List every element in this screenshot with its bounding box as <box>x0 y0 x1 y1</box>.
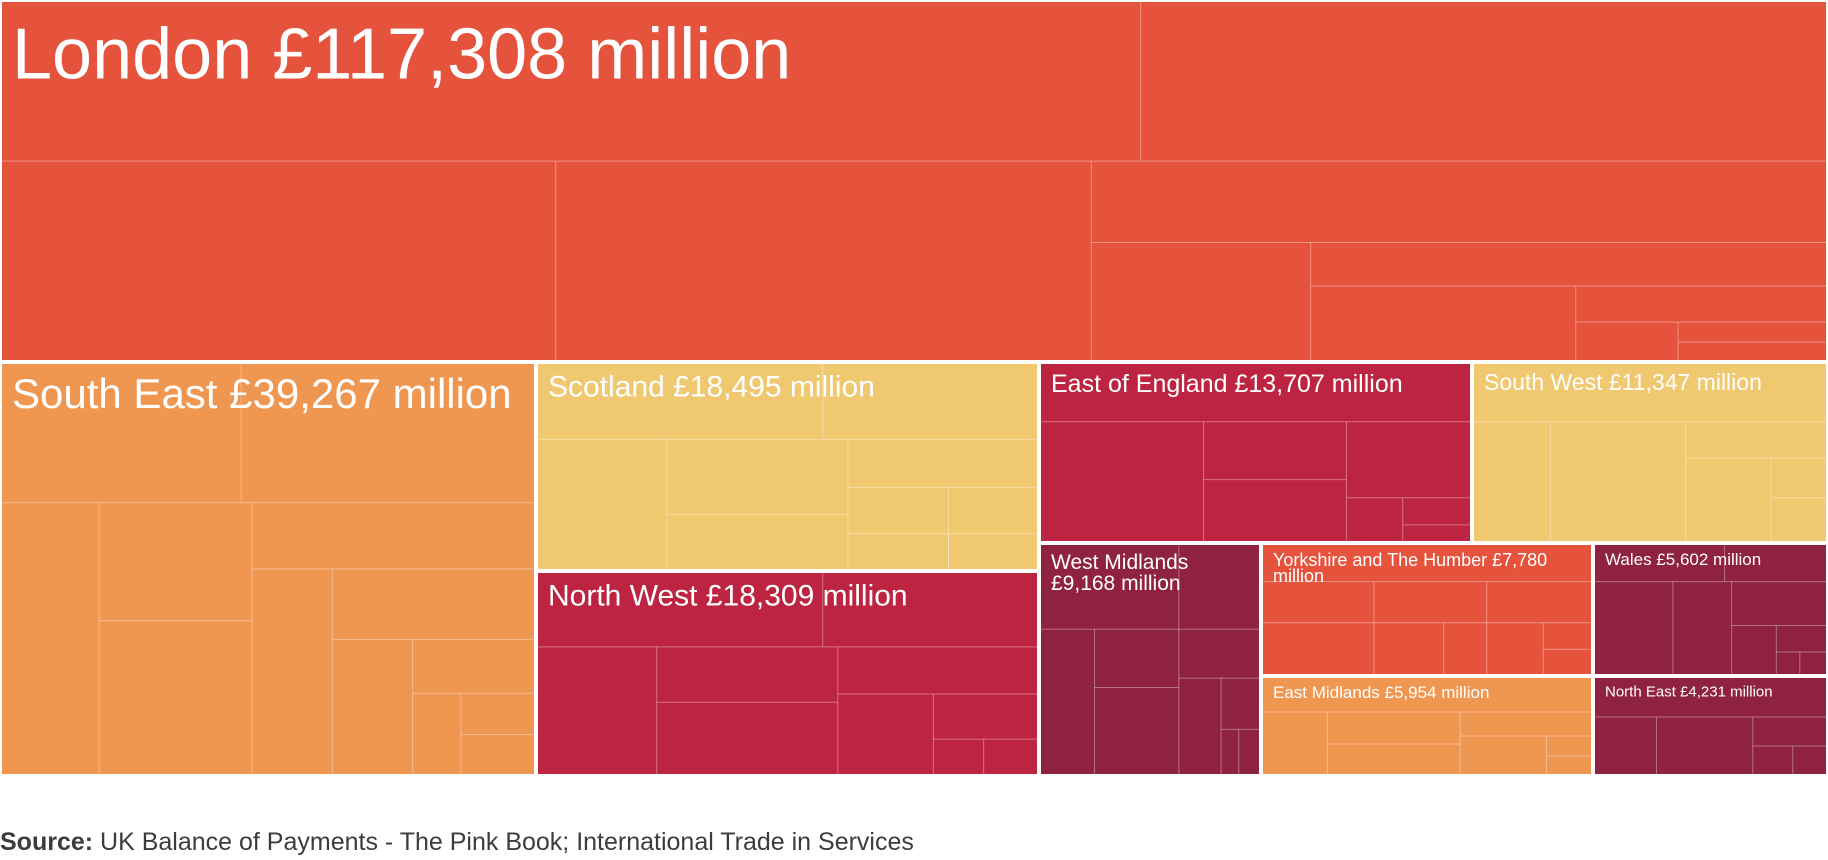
region-label-london: London £117,308 million <box>12 14 791 94</box>
region-rect-east-midlands[interactable] <box>1259 674 1595 778</box>
region-label-north-west: North West £18,309 million <box>548 580 908 613</box>
region-label-scotland: Scotland £18,495 million <box>548 371 875 404</box>
region-south-west[interactable]: South West £11,347 million <box>1470 360 1828 545</box>
region-label-east-of-england: East of England £13,707 million <box>1051 370 1403 398</box>
region-label-north-east: North East £4,231 million <box>1605 683 1773 700</box>
region-east-of-england[interactable]: East of England £13,707 million <box>1037 360 1474 545</box>
region-label-south-east: South East £39,267 million <box>12 370 512 417</box>
region-label-east-midlands: East Midlands £5,954 million <box>1273 683 1489 702</box>
source-note: Source: UK Balance of Payments - The Pin… <box>0 828 914 857</box>
region-south-east[interactable]: South East £39,267 million <box>0 360 538 778</box>
region-london[interactable]: London £117,308 million <box>0 0 1828 364</box>
source-text: UK Balance of Payments - The Pink Book; … <box>93 828 914 856</box>
treemap-chart: London £117,308 million South East £39,26… <box>0 0 1828 778</box>
region-rect-east-of-england[interactable] <box>1037 360 1474 545</box>
region-wales[interactable]: Wales £5,602 million <box>1591 541 1828 678</box>
region-label-west-midlands: West Midlands £9,168 million <box>1051 551 1188 595</box>
region-rect-yorkshire-and-the-humber[interactable] <box>1259 541 1595 678</box>
region-label-wales: Wales £5,602 million <box>1605 550 1761 569</box>
region-yorkshire-and-the-humber[interactable]: Yorkshire and The Humber £7,780 million <box>1259 541 1595 678</box>
region-north-east[interactable]: North East £4,231 million <box>1591 674 1828 778</box>
region-north-west[interactable]: North West £18,309 million <box>534 569 1041 778</box>
region-rect-west-midlands[interactable] <box>1037 541 1263 778</box>
region-rect-north-west[interactable] <box>534 569 1041 778</box>
region-label-yorkshire-and-the-humber: Yorkshire and The Humber £7,780 million <box>1273 550 1547 586</box>
region-west-midlands[interactable]: West Midlands £9,168 million <box>1037 541 1263 778</box>
source-label: Source: <box>0 828 94 856</box>
region-east-midlands[interactable]: East Midlands £5,954 million <box>1259 674 1595 778</box>
region-rect-south-west[interactable] <box>1470 360 1828 545</box>
region-rect-scotland[interactable] <box>534 360 1041 573</box>
region-rect-north-east[interactable] <box>1591 674 1828 778</box>
region-scotland[interactable]: Scotland £18,495 million <box>534 360 1041 573</box>
region-label-south-west: South West £11,347 million <box>1484 369 1762 395</box>
